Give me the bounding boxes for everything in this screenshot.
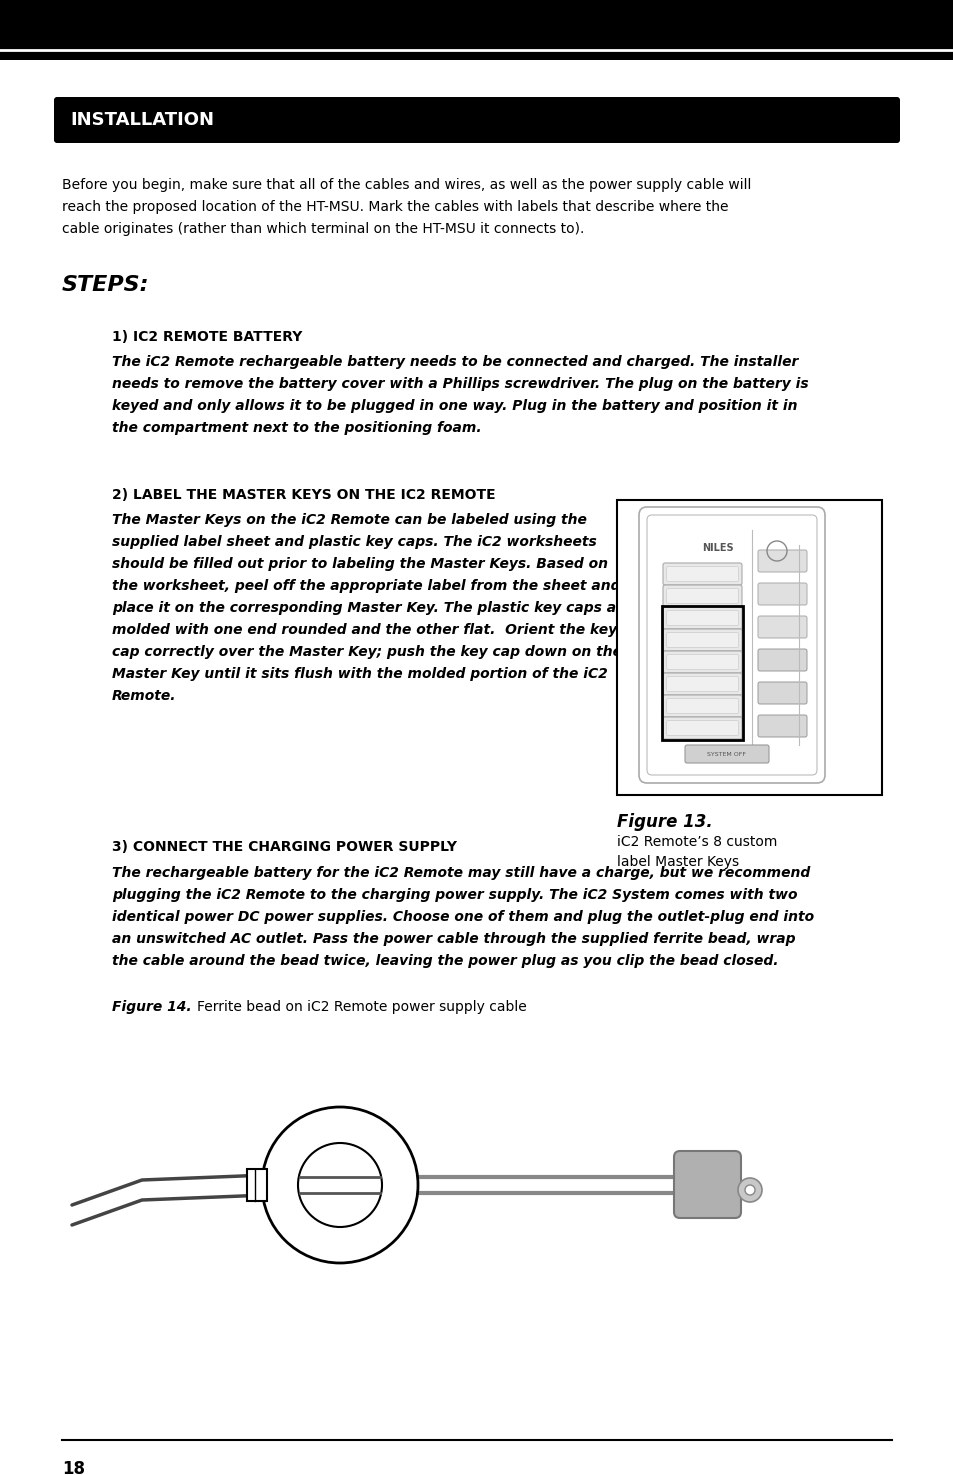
Circle shape [297, 1143, 381, 1227]
FancyBboxPatch shape [639, 507, 824, 783]
FancyBboxPatch shape [758, 550, 806, 572]
Bar [247, 1170, 267, 1201]
Text: place it on the corresponding Master Key. The plastic key caps are: place it on the corresponding Master Key… [112, 600, 632, 615]
FancyBboxPatch shape [666, 677, 738, 692]
FancyBboxPatch shape [758, 649, 806, 671]
Text: Figure 14.: Figure 14. [112, 1000, 192, 1013]
FancyBboxPatch shape [662, 608, 741, 628]
FancyBboxPatch shape [673, 1150, 740, 1218]
Text: label Master Keys: label Master Keys [617, 855, 739, 869]
Text: 18: 18 [62, 1460, 85, 1475]
Text: The rechargeable battery for the iC2 Remote may still have a charge, but we reco: The rechargeable battery for the iC2 Rem… [112, 866, 809, 881]
Bar [617, 500, 882, 795]
FancyBboxPatch shape [666, 633, 738, 648]
Text: supplied label sheet and plastic key caps. The iC2 worksheets: supplied label sheet and plastic key cap… [112, 535, 597, 549]
FancyBboxPatch shape [758, 681, 806, 704]
Text: Master Key until it sits flush with the molded portion of the iC2: Master Key until it sits flush with the … [112, 667, 607, 681]
Text: NILES: NILES [701, 543, 733, 553]
FancyBboxPatch shape [666, 566, 738, 581]
Text: identical power DC power supplies. Choose one of them and plug the outlet-plug e: identical power DC power supplies. Choos… [112, 910, 813, 923]
FancyBboxPatch shape [662, 695, 741, 717]
Text: INSTALLATION: INSTALLATION [70, 111, 213, 128]
Text: plugging the iC2 Remote to the charging power supply. The iC2 System comes with : plugging the iC2 Remote to the charging … [112, 888, 797, 903]
Text: SYSTEM OFF: SYSTEM OFF [707, 751, 745, 757]
Text: iC2 Remote’s 8 custom: iC2 Remote’s 8 custom [617, 835, 777, 850]
FancyBboxPatch shape [758, 617, 806, 639]
Text: Remote.: Remote. [112, 689, 176, 704]
Text: Figure 13.: Figure 13. [617, 813, 712, 830]
Bar [0, 0, 953, 60]
Text: an unswitched AC outlet. Pass the power cable through the supplied ferrite bead,: an unswitched AC outlet. Pass the power … [112, 932, 795, 945]
Text: the cable around the bead twice, leaving the power plug as you clip the bead clo: the cable around the bead twice, leaving… [112, 954, 778, 968]
FancyBboxPatch shape [662, 586, 741, 608]
FancyBboxPatch shape [662, 628, 741, 650]
FancyBboxPatch shape [666, 611, 738, 625]
Text: cap correctly over the Master Key; push the key cap down on the: cap correctly over the Master Key; push … [112, 645, 621, 659]
FancyBboxPatch shape [662, 717, 741, 739]
FancyBboxPatch shape [666, 720, 738, 736]
Text: 2) LABEL THE MASTER KEYS ON THE IC2 REMOTE: 2) LABEL THE MASTER KEYS ON THE IC2 REMO… [112, 488, 496, 502]
FancyBboxPatch shape [666, 589, 738, 603]
Text: the worksheet, peel off the appropriate label from the sheet and: the worksheet, peel off the appropriate … [112, 580, 619, 593]
FancyBboxPatch shape [666, 699, 738, 714]
FancyBboxPatch shape [662, 563, 741, 586]
Circle shape [738, 1179, 761, 1202]
Text: keyed and only allows it to be plugged in one way. Plug in the battery and posit: keyed and only allows it to be plugged i… [112, 400, 797, 413]
FancyBboxPatch shape [758, 583, 806, 605]
Text: cable originates (rather than which terminal on the HT-MSU it connects to).: cable originates (rather than which term… [62, 223, 584, 236]
Text: 1) IC2 REMOTE BATTERY: 1) IC2 REMOTE BATTERY [112, 330, 302, 344]
Bar [661, 606, 742, 740]
Text: molded with one end rounded and the other flat.  Orient the key: molded with one end rounded and the othe… [112, 622, 617, 637]
FancyBboxPatch shape [54, 97, 899, 143]
FancyBboxPatch shape [758, 715, 806, 738]
Text: STEPS:: STEPS: [62, 274, 150, 295]
FancyBboxPatch shape [662, 650, 741, 673]
Text: needs to remove the battery cover with a Phillips screwdriver. The plug on the b: needs to remove the battery cover with a… [112, 378, 808, 391]
Text: should be filled out prior to labeling the Master Keys. Based on: should be filled out prior to labeling t… [112, 558, 607, 571]
Circle shape [744, 1184, 754, 1195]
Text: 3) CONNECT THE CHARGING POWER SUPPLY: 3) CONNECT THE CHARGING POWER SUPPLY [112, 839, 456, 854]
Text: Ferrite bead on iC2 Remote power supply cable: Ferrite bead on iC2 Remote power supply … [196, 1000, 526, 1013]
Text: The Master Keys on the iC2 Remote can be labeled using the: The Master Keys on the iC2 Remote can be… [112, 513, 586, 527]
FancyBboxPatch shape [684, 745, 768, 763]
Text: the compartment next to the positioning foam.: the compartment next to the positioning … [112, 420, 481, 435]
Text: reach the proposed location of the HT-MSU. Mark the cables with labels that desc: reach the proposed location of the HT-MS… [62, 201, 728, 214]
Text: The iC2 Remote rechargeable battery needs to be connected and charged. The insta: The iC2 Remote rechargeable battery need… [112, 355, 798, 369]
FancyBboxPatch shape [662, 673, 741, 695]
Circle shape [262, 1108, 417, 1263]
Text: Before you begin, make sure that all of the cables and wires, as well as the pow: Before you begin, make sure that all of … [62, 178, 751, 192]
FancyBboxPatch shape [666, 655, 738, 670]
